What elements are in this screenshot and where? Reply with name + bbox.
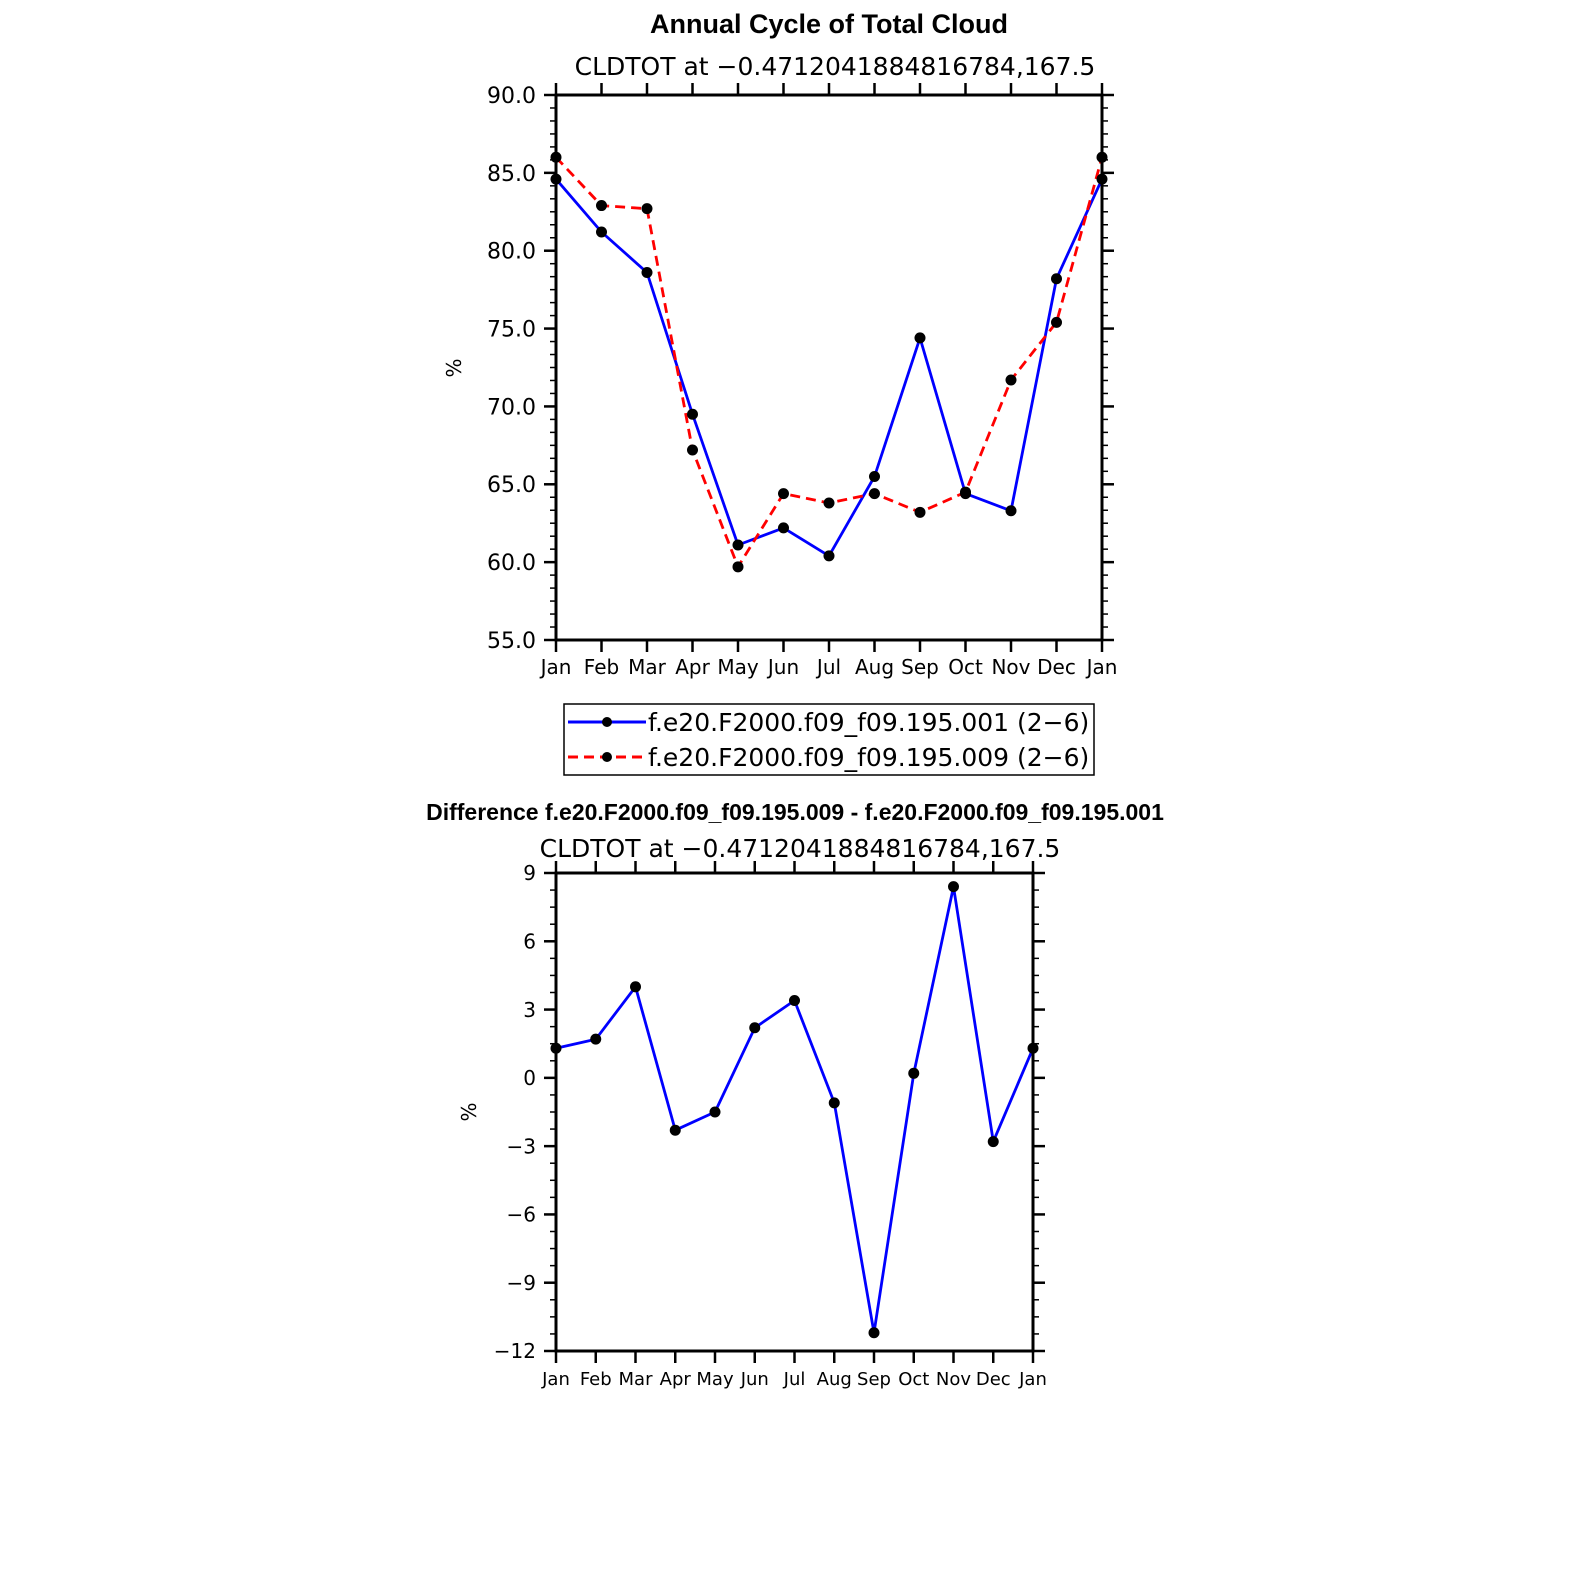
x-tick-label: Mar (628, 655, 667, 679)
y-tick-label: 70.0 (487, 395, 536, 420)
data-point (869, 471, 880, 482)
data-point (596, 226, 607, 238)
x-tick-label: Sep (857, 1369, 891, 1390)
x-tick-label: Oct (898, 1369, 929, 1390)
y-tick-label: −3 (507, 1134, 536, 1158)
x-tick-label: Dec (976, 1369, 1011, 1390)
legend-swatch-marker (602, 717, 612, 727)
x-tick-label: Aug (855, 655, 894, 679)
data-point (596, 200, 607, 212)
y-tick-label: 55.0 (487, 629, 536, 654)
y-tick-label: 75.0 (487, 317, 536, 342)
data-point (630, 981, 641, 993)
y-tick-label: 65.0 (487, 473, 536, 498)
chart-subtitle: CLDTOT at −0.4712041884816784,167.5 (540, 834, 1061, 863)
x-tick-label: Nov (991, 655, 1030, 679)
x-tick-label: Jul (783, 1369, 806, 1390)
data-point (828, 1097, 840, 1109)
data-point (868, 1327, 880, 1339)
data-point (641, 267, 653, 279)
annual-cycle-chart: Annual Cycle of Total Cloud CLDTOT at −0… (442, 9, 1118, 776)
difference-chart: Difference f.e20.F2000.f09_f09.195.009 -… (426, 799, 1164, 1390)
chart-title: Difference f.e20.F2000.f09_f09.195.009 -… (426, 799, 1164, 825)
y-tick-label: 3 (523, 998, 536, 1022)
y-tick-label: 80.0 (487, 240, 536, 265)
y-tick-label: 9 (523, 861, 536, 885)
data-point (914, 506, 926, 518)
x-tick-label: Jan (539, 655, 572, 679)
x-tick-label: Nov (936, 1369, 971, 1390)
series-line (555, 885, 1035, 1335)
data-point (1005, 374, 1017, 386)
legend: f.e20.F2000.f09_f09.195.001 (2−6) f.e20.… (563, 703, 1095, 776)
chart-subtitle: CLDTOT at −0.4712041884816784,167.5 (575, 52, 1096, 81)
y-tick-label: −12 (494, 1339, 536, 1363)
y-tick-label: 0 (523, 1066, 536, 1090)
data-point (687, 408, 698, 420)
y-tick-label: −6 (507, 1203, 536, 1227)
x-tick-label: May (696, 1369, 734, 1390)
x-tick-label: Jun (766, 655, 799, 679)
x-tick-label: Mar (619, 1369, 654, 1390)
y-axis-label: % (442, 358, 466, 377)
x-tick-label: Oct (948, 655, 983, 679)
y-tick-label: 60.0 (487, 551, 536, 576)
x-tick-label: Feb (584, 655, 619, 679)
x-tick-label: Jan (1085, 655, 1118, 679)
data-point (641, 203, 653, 215)
data-point (908, 1067, 920, 1079)
data-point (687, 444, 698, 456)
y-axis-label: % (457, 1102, 481, 1121)
data-point (948, 881, 959, 893)
y-tick-label: 85.0 (487, 162, 536, 187)
data-point (1005, 505, 1017, 517)
data-point (914, 332, 926, 344)
x-tick-label: Apr (660, 1369, 692, 1390)
data-point (789, 994, 800, 1006)
x-tick-label: Aug (817, 1369, 852, 1390)
data-point (1051, 316, 1062, 328)
data-point (709, 1106, 721, 1118)
x-tick-label: Jun (740, 1369, 769, 1390)
x-tick-label: Jul (815, 655, 841, 679)
data-point (778, 522, 789, 534)
data-point (823, 497, 835, 509)
chart-title: Annual Cycle of Total Cloud (650, 9, 1008, 39)
data-point (823, 550, 835, 562)
data-point (590, 1033, 602, 1045)
x-tick-label: Apr (675, 655, 710, 679)
data-point (669, 1124, 681, 1136)
x-tick-label: Sep (901, 655, 939, 679)
data-point (869, 488, 880, 500)
y-tick-label: 90.0 (487, 84, 536, 109)
y-tick-label: 6 (523, 929, 536, 953)
legend-label: f.e20.F2000.f09_f09.195.001 (2−6) (648, 708, 1089, 737)
x-tick-label: Feb (580, 1369, 612, 1390)
x-tick-label: Jan (1018, 1369, 1047, 1390)
data-point (1051, 273, 1062, 285)
legend-label: f.e20.F2000.f09_f09.195.009 (2−6) (648, 743, 1089, 772)
y-tick-label: −9 (507, 1271, 536, 1295)
data-point (987, 1136, 999, 1148)
x-tick-label: May (717, 655, 759, 679)
legend-swatch-marker (602, 752, 612, 762)
data-point (732, 561, 744, 573)
x-tick-label: Jan (541, 1369, 570, 1390)
x-tick-label: Dec (1037, 655, 1076, 679)
data-point (732, 539, 744, 551)
data-point (749, 1022, 761, 1034)
data-point (778, 488, 789, 500)
data-point (960, 486, 971, 498)
legend-box (563, 703, 1095, 776)
